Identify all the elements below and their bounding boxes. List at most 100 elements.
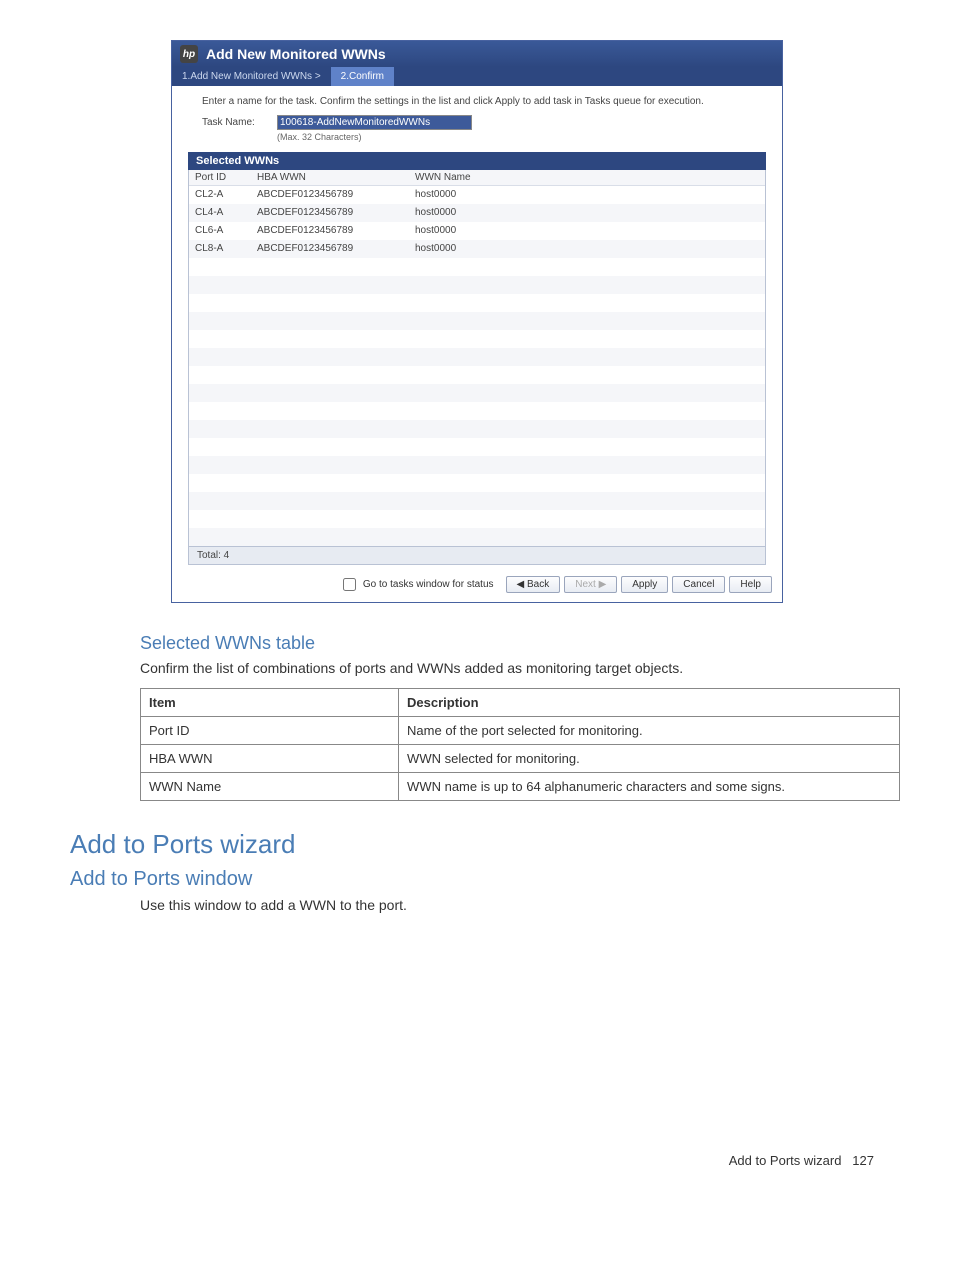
table-cell: host0000 bbox=[409, 186, 765, 204]
table-row-empty bbox=[189, 456, 765, 474]
table-cell: ABCDEF0123456789 bbox=[251, 204, 409, 222]
back-button[interactable]: ◀ Back bbox=[506, 576, 561, 593]
table-cell-empty bbox=[189, 474, 251, 492]
table-row[interactable]: CL4-AABCDEF0123456789host0000 bbox=[189, 204, 765, 222]
table-cell: CL2-A bbox=[189, 186, 251, 204]
table-cell-empty bbox=[409, 276, 765, 294]
table-cell-empty bbox=[409, 366, 765, 384]
table-cell-empty bbox=[189, 312, 251, 330]
breadcrumb-step-2: 2.Confirm bbox=[331, 67, 394, 86]
table-cell-empty bbox=[251, 384, 409, 402]
doc-table-header-row: Item Description bbox=[141, 688, 900, 716]
dialog-add-new-monitored-wwns: hp Add New Monitored WWNs 1.Add New Moni… bbox=[171, 40, 783, 603]
go-to-tasks-checkbox[interactable] bbox=[343, 578, 356, 591]
table-cell-empty bbox=[189, 438, 251, 456]
table-cell-empty bbox=[409, 294, 765, 312]
selected-wwns-table: Port ID HBA WWN WWN Name CL2-AABCDEF0123… bbox=[189, 170, 765, 546]
table-row-empty bbox=[189, 492, 765, 510]
table-row-empty bbox=[189, 258, 765, 276]
table-row-empty bbox=[189, 402, 765, 420]
table-cell-empty bbox=[409, 474, 765, 492]
table-row-empty bbox=[189, 528, 765, 546]
table-cell-empty bbox=[409, 330, 765, 348]
task-name-row: Task Name: (Max. 32 Characters) bbox=[172, 115, 782, 152]
table-row-empty bbox=[189, 438, 765, 456]
table-cell-empty bbox=[189, 348, 251, 366]
total-bar: Total: 4 bbox=[188, 547, 766, 565]
doc-table-cell: HBA WWN bbox=[141, 744, 399, 772]
table-row-empty bbox=[189, 276, 765, 294]
doc-th-item: Item bbox=[141, 688, 399, 716]
table-cell-empty bbox=[409, 438, 765, 456]
table-cell-empty bbox=[189, 276, 251, 294]
table-row-empty bbox=[189, 384, 765, 402]
table-row[interactable]: CL6-AABCDEF0123456789host0000 bbox=[189, 222, 765, 240]
table-cell-empty bbox=[251, 510, 409, 528]
heading-add-to-ports-window: Add to Ports window bbox=[70, 868, 894, 891]
doc-table-row: Port IDName of the port selected for mon… bbox=[141, 716, 900, 744]
table-cell: host0000 bbox=[409, 204, 765, 222]
table-cell-empty bbox=[251, 456, 409, 474]
go-to-tasks-checkbox-wrap[interactable]: Go to tasks window for status bbox=[339, 575, 494, 594]
table-cell-empty bbox=[251, 492, 409, 510]
table-row-empty bbox=[189, 420, 765, 438]
table-cell: ABCDEF0123456789 bbox=[251, 186, 409, 204]
heading-add-to-ports-wizard: Add to Ports wizard bbox=[70, 829, 894, 860]
instructions-text: Enter a name for the task. Confirm the s… bbox=[172, 86, 782, 115]
col-header-port-id[interactable]: Port ID bbox=[189, 170, 251, 186]
table-cell-empty bbox=[251, 294, 409, 312]
table-cell-empty bbox=[409, 348, 765, 366]
table-row-empty bbox=[189, 312, 765, 330]
table-cell-empty bbox=[409, 312, 765, 330]
button-row: Go to tasks window for status ◀ Back Nex… bbox=[172, 569, 782, 602]
table-cell-empty bbox=[409, 420, 765, 438]
go-to-tasks-label: Go to tasks window for status bbox=[363, 579, 494, 590]
table-cell-empty bbox=[251, 366, 409, 384]
table-row[interactable]: CL8-AABCDEF0123456789host0000 bbox=[189, 240, 765, 258]
table-cell-empty bbox=[409, 402, 765, 420]
table-cell-empty bbox=[189, 402, 251, 420]
doc-table-cell: Name of the port selected for monitoring… bbox=[399, 716, 900, 744]
task-name-input[interactable] bbox=[277, 115, 472, 130]
apply-button[interactable]: Apply bbox=[621, 576, 668, 593]
wizard-breadcrumb: 1.Add New Monitored WWNs > 2.Confirm bbox=[172, 67, 782, 86]
next-button: Next ▶ bbox=[564, 576, 617, 593]
table-row-empty bbox=[189, 348, 765, 366]
cancel-button[interactable]: Cancel bbox=[672, 576, 725, 593]
col-header-wwn-name[interactable]: WWN Name bbox=[409, 170, 765, 186]
table-row[interactable]: CL2-AABCDEF0123456789host0000 bbox=[189, 186, 765, 204]
table-cell-empty bbox=[189, 258, 251, 276]
table-cell-empty bbox=[251, 420, 409, 438]
table-cell-empty bbox=[409, 456, 765, 474]
doc-th-description: Description bbox=[399, 688, 900, 716]
page-footer: Add to Ports wizard 127 bbox=[60, 1153, 894, 1168]
table-cell-empty bbox=[409, 384, 765, 402]
table-cell-empty bbox=[251, 312, 409, 330]
help-button[interactable]: Help bbox=[729, 576, 772, 593]
doc-table-selected-wwns: Item Description Port IDName of the port… bbox=[140, 688, 900, 801]
col-header-hba-wwn[interactable]: HBA WWN bbox=[251, 170, 409, 186]
doc-table-row: HBA WWNWWN selected for monitoring. bbox=[141, 744, 900, 772]
table-cell-empty bbox=[189, 294, 251, 312]
table-cell-empty bbox=[189, 528, 251, 546]
table-cell: CL4-A bbox=[189, 204, 251, 222]
doc-table-cell: Port ID bbox=[141, 716, 399, 744]
table-cell-empty bbox=[251, 348, 409, 366]
table-cell-empty bbox=[251, 258, 409, 276]
table-row-empty bbox=[189, 366, 765, 384]
table-cell: ABCDEF0123456789 bbox=[251, 222, 409, 240]
dialog-title: Add New Monitored WWNs bbox=[206, 46, 386, 62]
table-row-empty bbox=[189, 474, 765, 492]
table-cell-empty bbox=[251, 474, 409, 492]
table-cell-empty bbox=[409, 510, 765, 528]
table-cell-empty bbox=[189, 456, 251, 474]
table-row-empty bbox=[189, 510, 765, 528]
table-cell-empty bbox=[251, 528, 409, 546]
breadcrumb-step-1[interactable]: 1.Add New Monitored WWNs > bbox=[172, 67, 331, 86]
table-cell-empty bbox=[189, 420, 251, 438]
table-cell: CL6-A bbox=[189, 222, 251, 240]
body-text-1: Confirm the list of combinations of port… bbox=[140, 660, 894, 676]
table-cell: ABCDEF0123456789 bbox=[251, 240, 409, 258]
table-cell-empty bbox=[409, 528, 765, 546]
table-cell-empty bbox=[251, 438, 409, 456]
